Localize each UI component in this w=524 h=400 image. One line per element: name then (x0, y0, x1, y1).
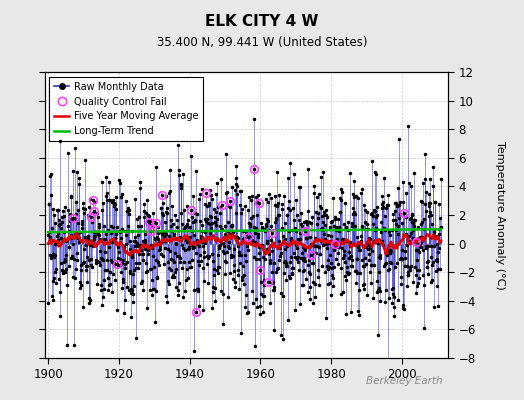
Text: ELK CITY 4 W: ELK CITY 4 W (205, 14, 319, 30)
Text: 35.400 N, 99.441 W (United States): 35.400 N, 99.441 W (United States) (157, 36, 367, 49)
Y-axis label: Temperature Anomaly (°C): Temperature Anomaly (°C) (495, 141, 505, 289)
Legend: Raw Monthly Data, Quality Control Fail, Five Year Moving Average, Long-Term Tren: Raw Monthly Data, Quality Control Fail, … (49, 77, 203, 141)
Text: Berkeley Earth: Berkeley Earth (366, 376, 443, 386)
